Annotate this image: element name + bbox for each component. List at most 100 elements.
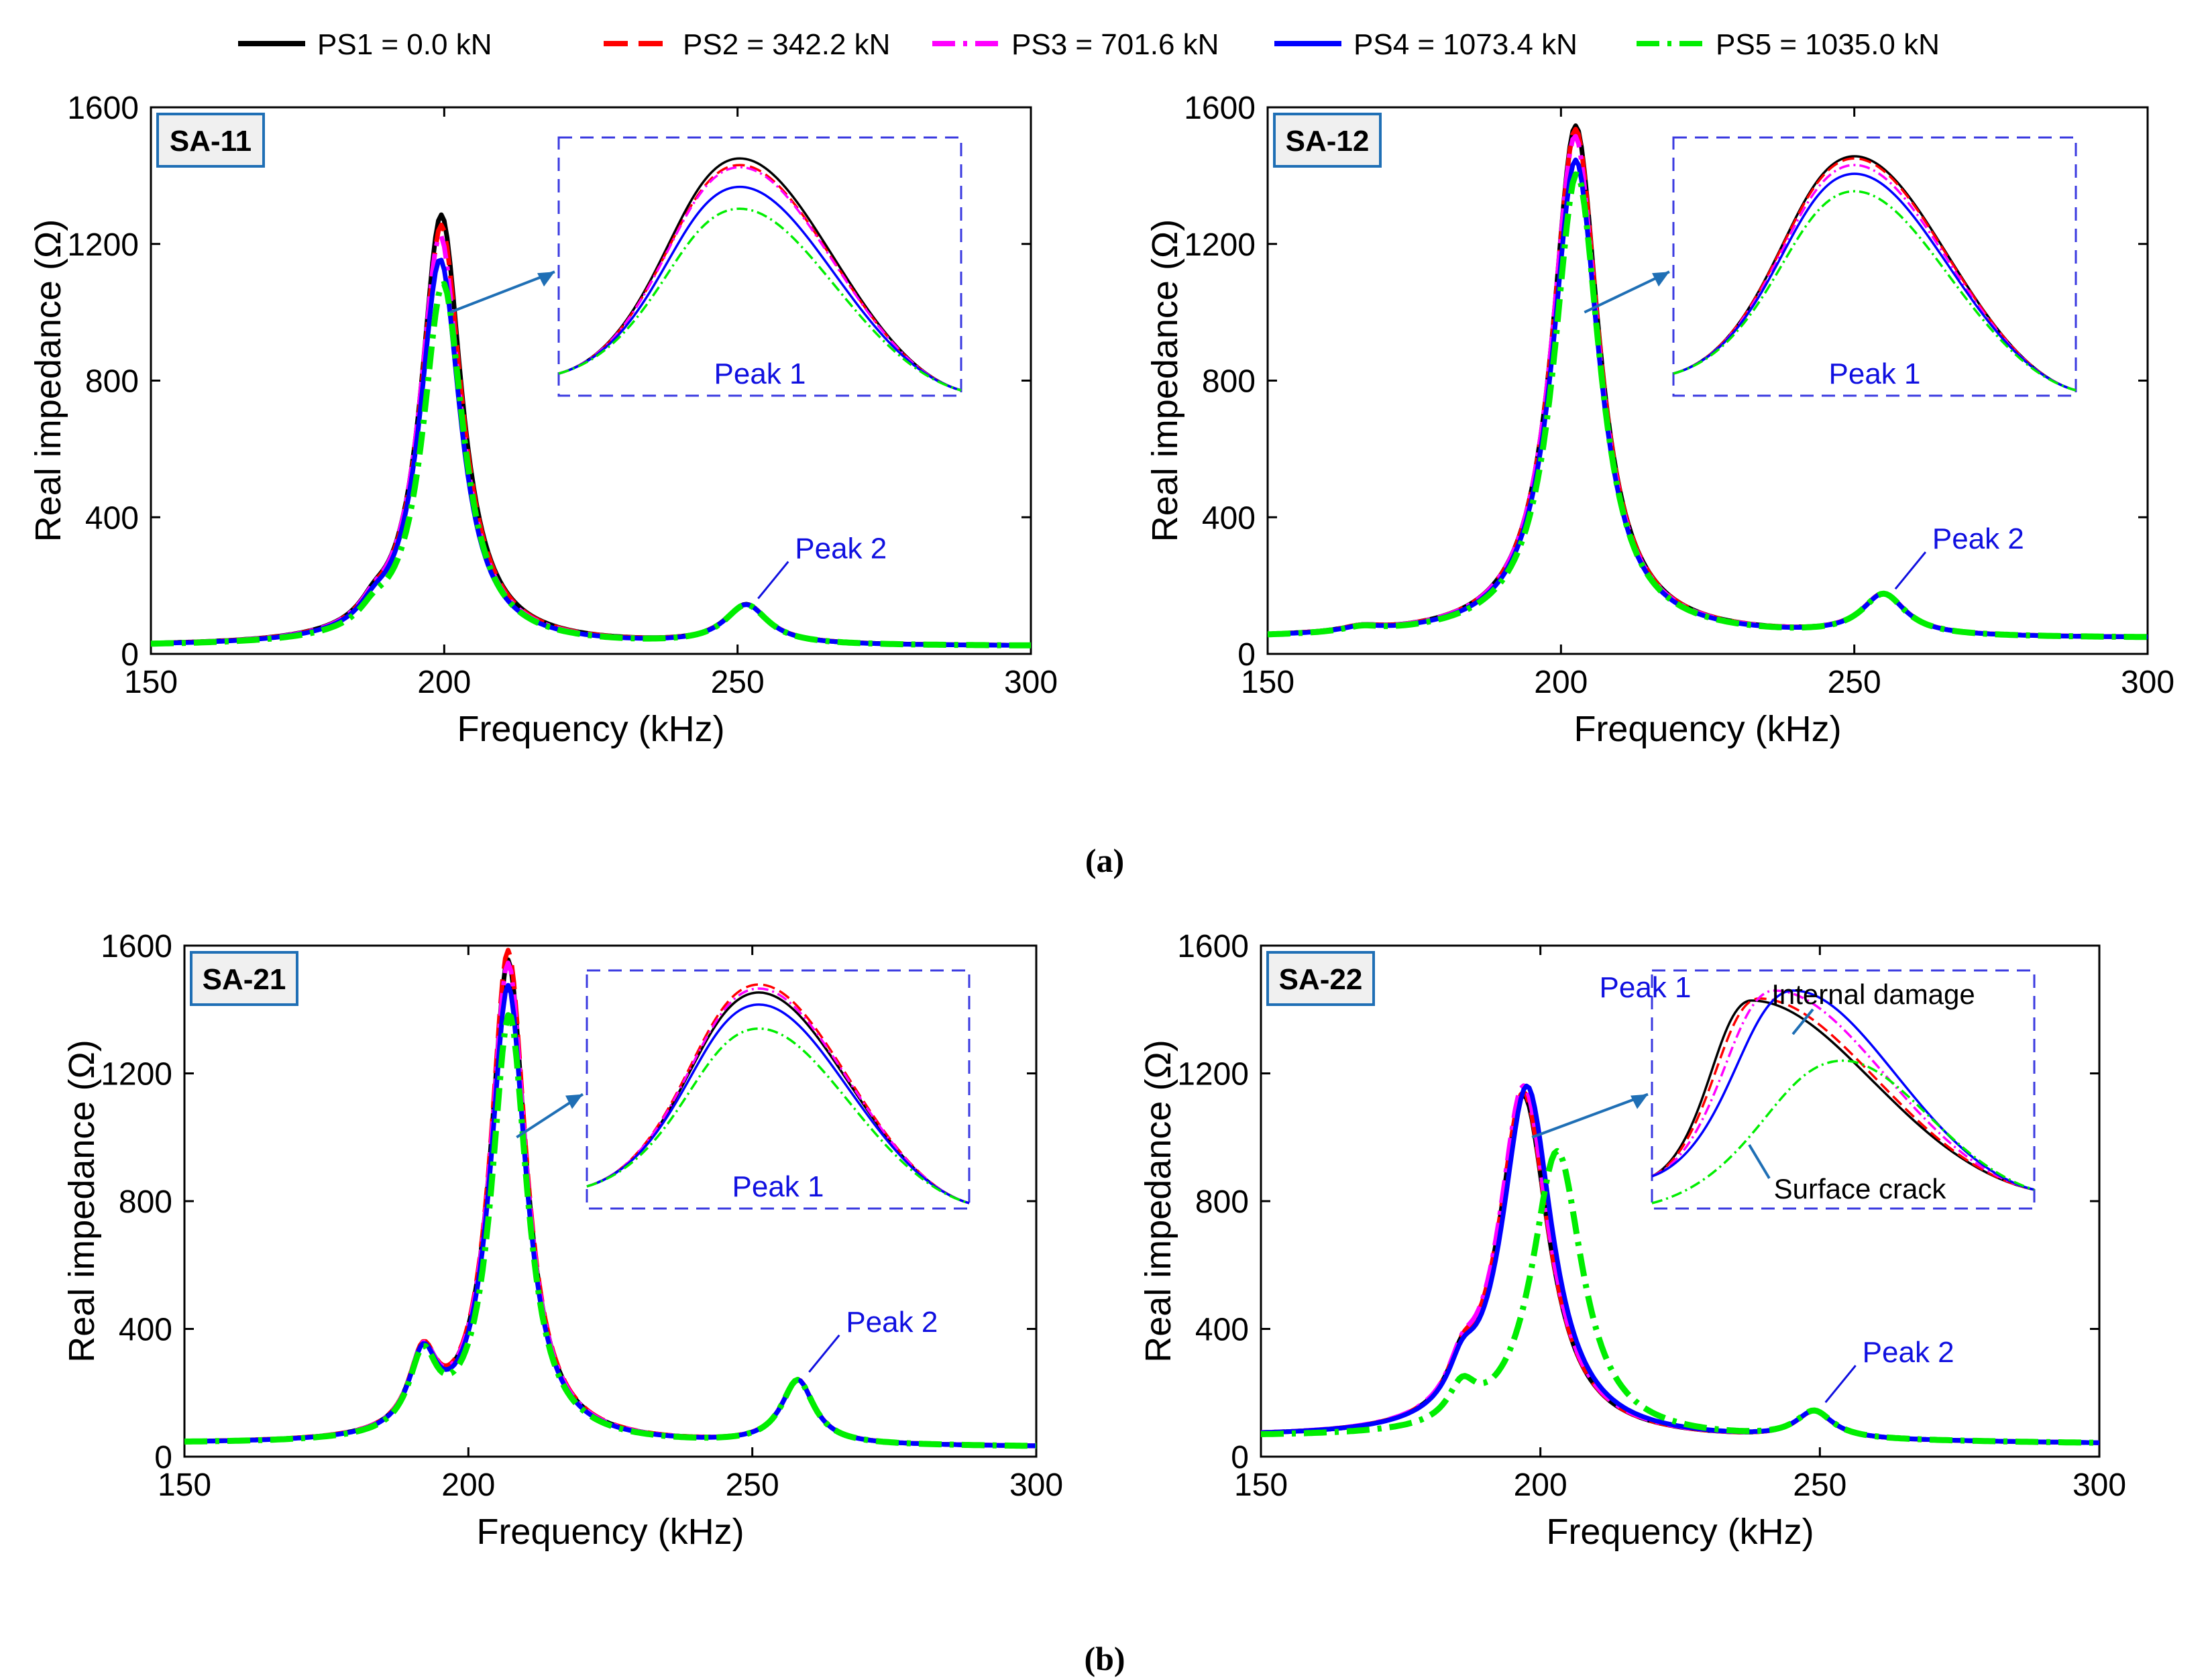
y-tick-label: 800 — [85, 364, 139, 400]
panel-title-frame — [1266, 951, 1375, 1006]
x-tick-label: 300 — [1004, 665, 1058, 700]
inset-series-5-line — [1673, 190, 2077, 392]
panel-title-frame — [1273, 113, 1382, 168]
caption-a: (a) — [1085, 842, 1124, 879]
y-tick-label: 0 — [154, 1440, 172, 1475]
x-tick-label: 150 — [124, 665, 178, 700]
legend-label: PS5 = 1035.0 kN — [1716, 28, 1940, 61]
annotation-peak-1: Peak 1 — [1829, 357, 1921, 390]
x-tick-label: 250 — [1828, 665, 1881, 700]
chart-sa-11: 150 200 250 300 0 400 800 1200 1600 Frequency (kH… — [28, 91, 1058, 749]
y-axis-label: Real impedance (Ω) — [1145, 219, 1185, 543]
x-axis-label: Frequency (kHz) — [1573, 709, 1841, 749]
panel-title-box: SA-12 — [1273, 113, 1382, 168]
chart-sa-21: 150 200 250 300 0 400 800 1200 1600 Frequency (kH… — [62, 929, 1063, 1552]
inset-series-1-line — [1651, 999, 2035, 1191]
peak-2-leader — [808, 1334, 840, 1373]
peak-2-leader — [1894, 551, 1927, 590]
peak-2-leader — [757, 561, 789, 600]
x-axis-label: Frequency (kHz) — [476, 1512, 744, 1552]
annotation-internal-damage: Internal damage — [1771, 978, 1975, 1010]
y-axis-label: Real impedance (Ω) — [1138, 1040, 1178, 1363]
inset-series-3-line — [586, 987, 970, 1205]
x-tick-label: 200 — [417, 665, 471, 700]
x-tick-label: 200 — [441, 1467, 495, 1503]
panel-title: SA-21 — [203, 963, 286, 996]
legend-label: PS1 = 0.0 kN — [317, 28, 492, 61]
series-5-line — [1267, 171, 2148, 640]
inset-series-4-line — [586, 1003, 970, 1205]
inset-arrowhead — [1652, 272, 1669, 287]
annotation-peak-2: Peak 2 — [795, 532, 887, 565]
y-tick-label: 400 — [1202, 500, 1256, 536]
inset-arrow — [449, 270, 555, 314]
x-tick-label: 250 — [726, 1467, 779, 1503]
y-tick-label: 400 — [1195, 1312, 1249, 1348]
annotation-peak-1: Peak 1 — [1600, 971, 1692, 1004]
annotation-peak-2: Peak 2 — [1863, 1336, 1954, 1369]
series-5-line — [1260, 1147, 2100, 1446]
legend-label: PS2 = 342.2 kN — [683, 28, 890, 61]
inset-series-5-line — [558, 207, 962, 392]
x-tick-label: 250 — [1793, 1467, 1846, 1503]
legend-label: PS4 = 1073.4 kN — [1353, 28, 1578, 61]
inset-series-5-line — [1651, 1059, 2035, 1205]
inset-series-2-line — [586, 983, 970, 1205]
chart-sa-22: 150 200 250 300 0 400 800 1200 1600 Frequency (kH… — [1138, 929, 2126, 1552]
x-tick-label: 150 — [1234, 1467, 1288, 1503]
y-tick-label: 400 — [85, 500, 139, 536]
internal-damage-arrow — [1791, 1008, 1814, 1035]
series-5-line — [150, 280, 1032, 649]
annotation-peak-2: Peak 2 — [1932, 522, 2024, 555]
x-tick-label: 300 — [1009, 1467, 1063, 1503]
y-tick-label: 1200 — [67, 227, 139, 263]
y-tick-label: 1200 — [1184, 227, 1256, 263]
x-axis-label: Frequency (kHz) — [1546, 1512, 1814, 1552]
panel-title-box: SA-22 — [1266, 951, 1375, 1006]
legend-label: PS3 = 701.6 kN — [1011, 28, 1219, 61]
annotation-peak-1: Peak 1 — [732, 1170, 824, 1203]
surface-crack-arrow — [1748, 1143, 1771, 1180]
y-tick-label: 0 — [1231, 1440, 1249, 1475]
inset-arrowhead — [565, 1094, 583, 1109]
x-tick-label: 250 — [711, 665, 765, 700]
panel-title-frame — [156, 113, 265, 168]
x-tick-label: 200 — [1534, 665, 1588, 700]
y-tick-label: 800 — [119, 1184, 172, 1220]
chart-sa-12: 150 200 250 300 0 400 800 1200 1600 Frequency (kH… — [1145, 91, 2174, 749]
inset-series-3-line — [1673, 164, 2077, 392]
y-tick-label: 400 — [119, 1312, 172, 1348]
annotation-peak-1: Peak 1 — [714, 357, 806, 390]
panel-title: SA-12 — [1286, 125, 1370, 158]
y-tick-label: 1600 — [67, 91, 139, 126]
x-tick-label: 150 — [1241, 665, 1294, 700]
x-axis-label: Frequency (kHz) — [457, 709, 724, 749]
inset-series-3-line — [558, 166, 962, 392]
y-tick-label: 1200 — [101, 1057, 172, 1093]
y-tick-label: 0 — [1237, 637, 1256, 673]
caption-b: (b) — [1084, 1640, 1125, 1677]
x-tick-label: 200 — [1514, 1467, 1567, 1503]
y-tick-label: 800 — [1195, 1184, 1249, 1220]
legend: PS1 = 0.0 kN PS2 = 342.2 kN PS3 = 701.6 kN… — [238, 28, 1940, 61]
x-tick-label: 300 — [2073, 1467, 2126, 1503]
series-4-line — [1260, 1083, 2100, 1445]
inset-box — [1672, 136, 2077, 397]
panel-title-box: SA-11 — [156, 113, 265, 168]
annotation-peak-2: Peak 2 — [846, 1306, 938, 1339]
inset-arrowhead — [1631, 1094, 1648, 1109]
inset-series-2-line — [558, 164, 962, 392]
inset-arrowhead — [537, 272, 555, 287]
inset-series-4-line — [558, 185, 962, 392]
inset-series-5-line — [586, 1027, 970, 1205]
annotation-surface-crack: Surface crack — [1774, 1173, 1947, 1205]
panel-title-box: SA-21 — [190, 951, 298, 1006]
panel-title-frame — [190, 951, 298, 1006]
peak-2-leader — [1824, 1365, 1857, 1403]
y-tick-label: 0 — [121, 637, 139, 673]
y-tick-label: 800 — [1202, 364, 1256, 400]
x-tick-label: 300 — [2121, 665, 2174, 700]
panel-title: SA-11 — [170, 125, 252, 158]
x-tick-label: 150 — [158, 1467, 211, 1503]
